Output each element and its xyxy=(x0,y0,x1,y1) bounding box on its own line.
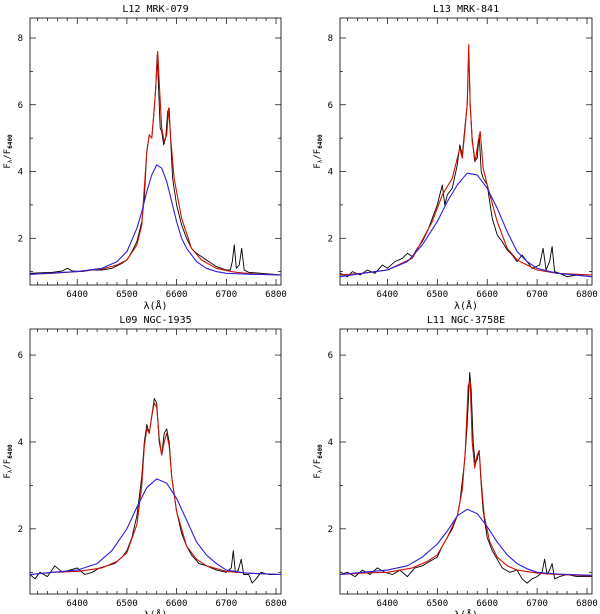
broad-component-line xyxy=(29,478,282,576)
observed-spectrum-line xyxy=(339,371,592,584)
x-tick-label: 6700 xyxy=(526,599,548,609)
y-tick-label: 4 xyxy=(18,438,23,448)
y-tick-label: 6 xyxy=(328,351,333,361)
panel-title: L09 NGC-1935 xyxy=(119,315,191,326)
x-tick-label: 6700 xyxy=(526,290,548,300)
x-axis-label: λ(Å) xyxy=(454,608,478,614)
plot-frame xyxy=(339,328,593,595)
observed-spectrum-line xyxy=(29,398,281,584)
y-tick-label: 4 xyxy=(328,168,333,178)
y-tick-label: 2 xyxy=(18,234,23,244)
panel-3: L09 NGC-1935 6400 6500 6600 6700 6800 2 4 6 λ(Å) F… xyxy=(3,315,287,614)
x-axis-label: λ(Å) xyxy=(454,299,478,312)
y-tick-label: 4 xyxy=(18,168,23,178)
panel-1: L12 MRK-079 6400 6500 6600 6700 6800 2 4 6 8 λ(Å) F… xyxy=(3,4,287,312)
y-tick-label: 4 xyxy=(328,438,333,448)
x-tick-label: 6600 xyxy=(166,290,188,300)
x-tick-label: 6700 xyxy=(215,599,237,609)
y-axis-label: Fλ/F6400 xyxy=(3,444,14,479)
x-tick-label: 6400 xyxy=(377,599,399,609)
x-tick-label: 6400 xyxy=(66,599,88,609)
broad-component-line xyxy=(339,508,593,576)
panel-title: L13 MRK-841 xyxy=(433,4,499,15)
observed-spectrum-line xyxy=(339,50,593,278)
x-tick-label: 6800 xyxy=(576,599,598,609)
x-tick-label: 6600 xyxy=(166,599,188,609)
y-axis-label: Fλ/F6400 xyxy=(313,444,324,479)
total-fit-line xyxy=(339,44,593,276)
panel-2: L13 MRK-841 6400 6500 6600 6700 6800 2 4 6 8 λ(Å) F… xyxy=(313,4,598,312)
panel-4: L11 NGC-3758E 6400 6500 6600 6700 6800 2 4 6 λ(Å)… xyxy=(313,315,598,614)
total-fit-line xyxy=(339,380,593,577)
x-tick-label: 6600 xyxy=(476,599,498,609)
x-tick-label: 6500 xyxy=(116,599,138,609)
x-tick-label: 6500 xyxy=(426,599,448,609)
total-fit-line xyxy=(29,402,282,576)
plot-frame xyxy=(29,17,282,286)
x-tick-label: 6500 xyxy=(116,290,138,300)
x-tick-label: 6800 xyxy=(265,599,287,609)
total-fit-line xyxy=(29,50,282,276)
x-tick-label: 6800 xyxy=(576,290,598,300)
y-tick-label: 6 xyxy=(328,101,333,111)
y-axis-label: Fλ/F6400 xyxy=(313,134,324,169)
y-axis-label: Fλ/F6400 xyxy=(3,134,14,169)
y-tick-label: 8 xyxy=(18,34,23,44)
broad-component-line xyxy=(29,164,282,276)
y-tick-label: 2 xyxy=(328,234,333,244)
y-tick-label: 6 xyxy=(18,351,23,361)
y-tick-label: 6 xyxy=(18,101,23,111)
x-tick-label: 6800 xyxy=(265,290,287,300)
x-axis-label: λ(Å) xyxy=(143,299,167,312)
x-tick-label: 6600 xyxy=(476,290,498,300)
x-tick-label: 6500 xyxy=(426,290,448,300)
observed-spectrum-line xyxy=(29,54,282,276)
plot-frame xyxy=(29,328,282,595)
y-tick-label: 2 xyxy=(328,525,333,535)
panel-title: L12 MRK-079 xyxy=(122,4,188,15)
panel-title: L11 NGC-3758E xyxy=(427,315,505,326)
x-tick-label: 6400 xyxy=(66,290,88,300)
y-tick-label: 2 xyxy=(18,525,23,535)
broad-component-line xyxy=(339,172,593,278)
plot-frame xyxy=(339,17,593,286)
x-tick-label: 6400 xyxy=(377,290,399,300)
x-tick-label: 6700 xyxy=(215,290,237,300)
x-axis-label: λ(Å) xyxy=(143,608,167,614)
y-tick-label: 8 xyxy=(328,34,333,44)
